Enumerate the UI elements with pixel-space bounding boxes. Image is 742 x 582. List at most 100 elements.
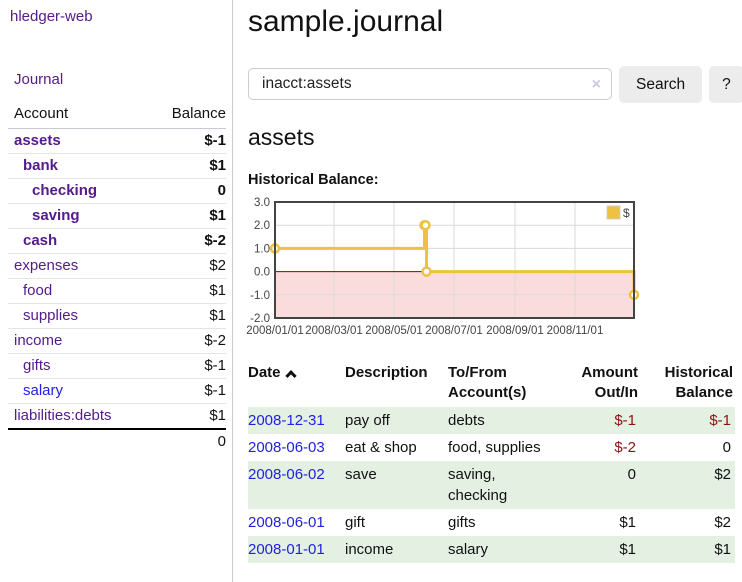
main-content: sample.journal × Search ? assets Histori… (246, 0, 742, 563)
transaction-row[interactable]: 2008-12-31 pay off debts $-1 $-1 (248, 407, 735, 434)
search-button[interactable]: Search (619, 66, 703, 103)
svg-text:2008/05/01: 2008/05/01 (365, 325, 423, 337)
svg-text:2.0: 2.0 (254, 220, 270, 232)
account-row: supplies $1 (8, 303, 226, 329)
column-header-accounts: To/From Account(s) (448, 364, 527, 401)
account-row: cash $-2 (8, 228, 226, 254)
sidebar: hledger-web Journal Account Balance asse… (0, 0, 233, 582)
transactions-table: Date Description To/From Account(s) Amou… (248, 362, 735, 563)
svg-text:0.0: 0.0 (254, 267, 270, 279)
transaction-description: income (345, 541, 394, 558)
svg-text:2008/11/01: 2008/11/01 (547, 325, 604, 337)
accounts-header-account: Account (8, 102, 146, 129)
transaction-date-link[interactable]: 2008-12-31 (248, 412, 325, 429)
sidebar-account-link[interactable]: saving (32, 207, 80, 224)
sort-ascending-icon (284, 370, 297, 382)
account-heading: assets (248, 124, 315, 150)
transaction-row[interactable]: 2008-01-01 income salary $1 $1 (248, 536, 735, 563)
accounts-table: Account Balance assets $-1 bank $1 checking 0… (8, 102, 226, 454)
clear-search-icon[interactable]: × (591, 75, 601, 93)
app-title-link[interactable]: hledger-web (10, 8, 93, 25)
sidebar-item-journal[interactable]: Journal (14, 71, 64, 88)
sidebar-account-link[interactable]: food (23, 282, 53, 299)
help-button[interactable]: ? (709, 66, 742, 103)
historical-balance-chart[interactable]: 3.0 2.0 1.0 0.0 -1.0 -2.0 2008/01/01 2008/03/01… (246, 195, 735, 350)
account-balance: $1 (145, 303, 226, 329)
transaction-amount: $1 (619, 541, 636, 558)
transaction-description: save (345, 466, 377, 483)
svg-text:-2.0: -2.0 (250, 313, 270, 325)
transactions-header-row: Date Description To/From Account(s) Amou… (248, 362, 735, 407)
account-balance: $1 (145, 203, 226, 229)
svg-text:-1.0: -1.0 (250, 290, 270, 302)
accounts-header-row: Account Balance (8, 102, 226, 129)
accounts-total-row: 0 (8, 428, 226, 454)
sidebar-account-link[interactable]: liabilities:debts (14, 407, 112, 424)
account-row: saving $1 (8, 203, 226, 229)
account-row: expenses $2 (8, 253, 226, 279)
svg-text:2008/07/01: 2008/07/01 (425, 325, 483, 337)
account-balance: $-1 (145, 378, 226, 404)
search-form: × Search ? (248, 66, 742, 103)
sidebar-account-link[interactable]: income (14, 332, 63, 349)
chart-title: Historical Balance: (248, 172, 379, 188)
sidebar-account-link[interactable]: supplies (23, 307, 79, 324)
account-balance: $1 (145, 153, 226, 179)
sidebar-account-link[interactable]: salary (23, 382, 64, 399)
svg-text:2008/01/01: 2008/01/01 (246, 325, 304, 337)
account-balance: $-1 (145, 128, 226, 154)
transaction-date-link[interactable]: 2008-01-01 (248, 541, 325, 558)
account-row: income $-2 (8, 328, 226, 354)
account-balance: $1 (145, 278, 226, 304)
transaction-date-link[interactable]: 2008-06-02 (248, 466, 325, 483)
sidebar-account-link[interactable]: bank (23, 157, 59, 174)
transaction-date-link[interactable]: 2008-06-03 (248, 439, 325, 456)
svg-text:2008/03/01: 2008/03/01 (305, 325, 363, 337)
transaction-amount: $1 (619, 514, 636, 531)
account-row: assets $-1 (8, 128, 226, 154)
transaction-amount: $-2 (614, 439, 636, 456)
account-balance: $2 (145, 253, 226, 279)
accounts-total-balance: 0 (145, 428, 226, 454)
account-balance: $-1 (145, 353, 226, 379)
account-row: gifts $-1 (8, 353, 226, 379)
account-row: food $1 (8, 278, 226, 304)
sidebar-account-link[interactable]: checking (32, 182, 98, 199)
account-row: checking 0 (8, 178, 226, 204)
account-balance: $1 (145, 403, 226, 429)
svg-text:2008/09/01: 2008/09/01 (486, 325, 544, 337)
column-header-balance: Historical Balance (664, 364, 733, 401)
column-header-description: Description (345, 364, 428, 381)
svg-text:3.0: 3.0 (254, 197, 270, 209)
transaction-amount: $-1 (614, 412, 636, 429)
transaction-accounts: salary (448, 541, 489, 558)
account-balance: $-2 (145, 328, 226, 354)
sidebar-account-link[interactable]: gifts (23, 357, 51, 374)
sidebar-account-link[interactable]: cash (23, 232, 58, 249)
page-title: sample.journal (248, 5, 444, 38)
svg-text:1.0: 1.0 (254, 243, 270, 255)
transaction-row[interactable]: 2008-06-02 save saving, checking 0 $2 (248, 461, 735, 509)
column-header-date[interactable]: Date (248, 362, 345, 407)
transaction-row[interactable]: 2008-06-03 eat & shop food, supplies $-2 0 (248, 434, 735, 461)
sidebar-account-link[interactable]: assets (14, 132, 61, 149)
svg-text:$: $ (623, 206, 630, 220)
transaction-description: gift (345, 514, 366, 531)
transaction-accounts: food, supplies (448, 439, 541, 456)
transaction-balance: 0 (722, 439, 731, 456)
transaction-amount: 0 (627, 466, 636, 483)
accounts-header-balance: Balance (145, 102, 226, 129)
transaction-accounts: debts (448, 412, 485, 429)
account-balance: $-2 (145, 228, 226, 254)
transaction-balance: $1 (714, 541, 731, 558)
transaction-date-link[interactable]: 2008-06-01 (248, 514, 325, 531)
search-input[interactable] (248, 68, 612, 100)
transaction-row[interactable]: 2008-06-01 gift gifts $1 $2 (248, 509, 735, 536)
account-row: liabilities:debts $1 (8, 403, 226, 429)
account-row: salary $-1 (8, 378, 226, 404)
transaction-balance: $-1 (709, 412, 731, 429)
column-header-amount: Amount Out/In (581, 364, 638, 401)
transaction-description: eat & shop (345, 439, 417, 456)
sidebar-account-link[interactable]: expenses (14, 257, 79, 274)
